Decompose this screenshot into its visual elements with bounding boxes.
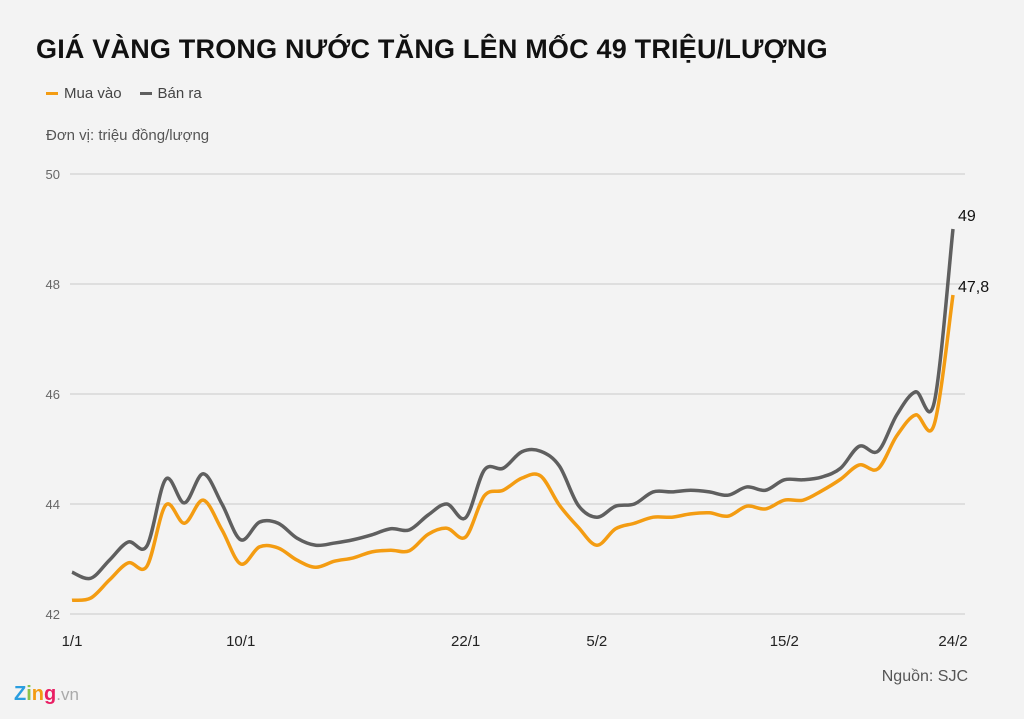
source-label: Nguồn: SJC: [881, 668, 968, 685]
legend-item-buy: Mua vào: [46, 85, 122, 102]
series-line-buy: [71, 294, 955, 603]
series-line-sell: [71, 228, 955, 581]
legend-label-sell: Bán ra: [157, 85, 202, 102]
legend-label-buy: Mua vào: [64, 85, 122, 102]
y-tick-label: 46: [46, 387, 60, 402]
legend-swatch-sell: [139, 92, 152, 95]
legend-swatch-buy: [46, 92, 58, 95]
legend-item-sell: Bán ra: [139, 85, 202, 102]
y-tick-label: 50: [46, 167, 60, 182]
x-tick-label: 24/2: [938, 633, 967, 650]
end-data-label: 49: [958, 208, 976, 225]
y-tick-label: 48: [46, 277, 60, 292]
legend: Mua vào Bán ra: [46, 85, 202, 102]
unit-label: Đơn vị: triệu đồng/lượng: [46, 127, 210, 144]
x-tick-label: 5/2: [586, 633, 607, 650]
zing-logo: Zing.vn: [14, 683, 79, 705]
x-tick-label: 15/2: [770, 633, 799, 650]
chart-title: GIÁ VÀNG TRONG NƯỚC TĂNG LÊN MỐC 49 TRIỆ…: [36, 34, 828, 64]
x-tick-label: 22/1: [451, 633, 480, 650]
x-tick-label: 10/1: [226, 633, 255, 650]
y-tick-label: 42: [46, 607, 60, 622]
y-tick-label: 44: [46, 497, 60, 512]
x-tick-label: 1/1: [62, 633, 83, 650]
end-data-label: 47,8: [958, 279, 989, 296]
